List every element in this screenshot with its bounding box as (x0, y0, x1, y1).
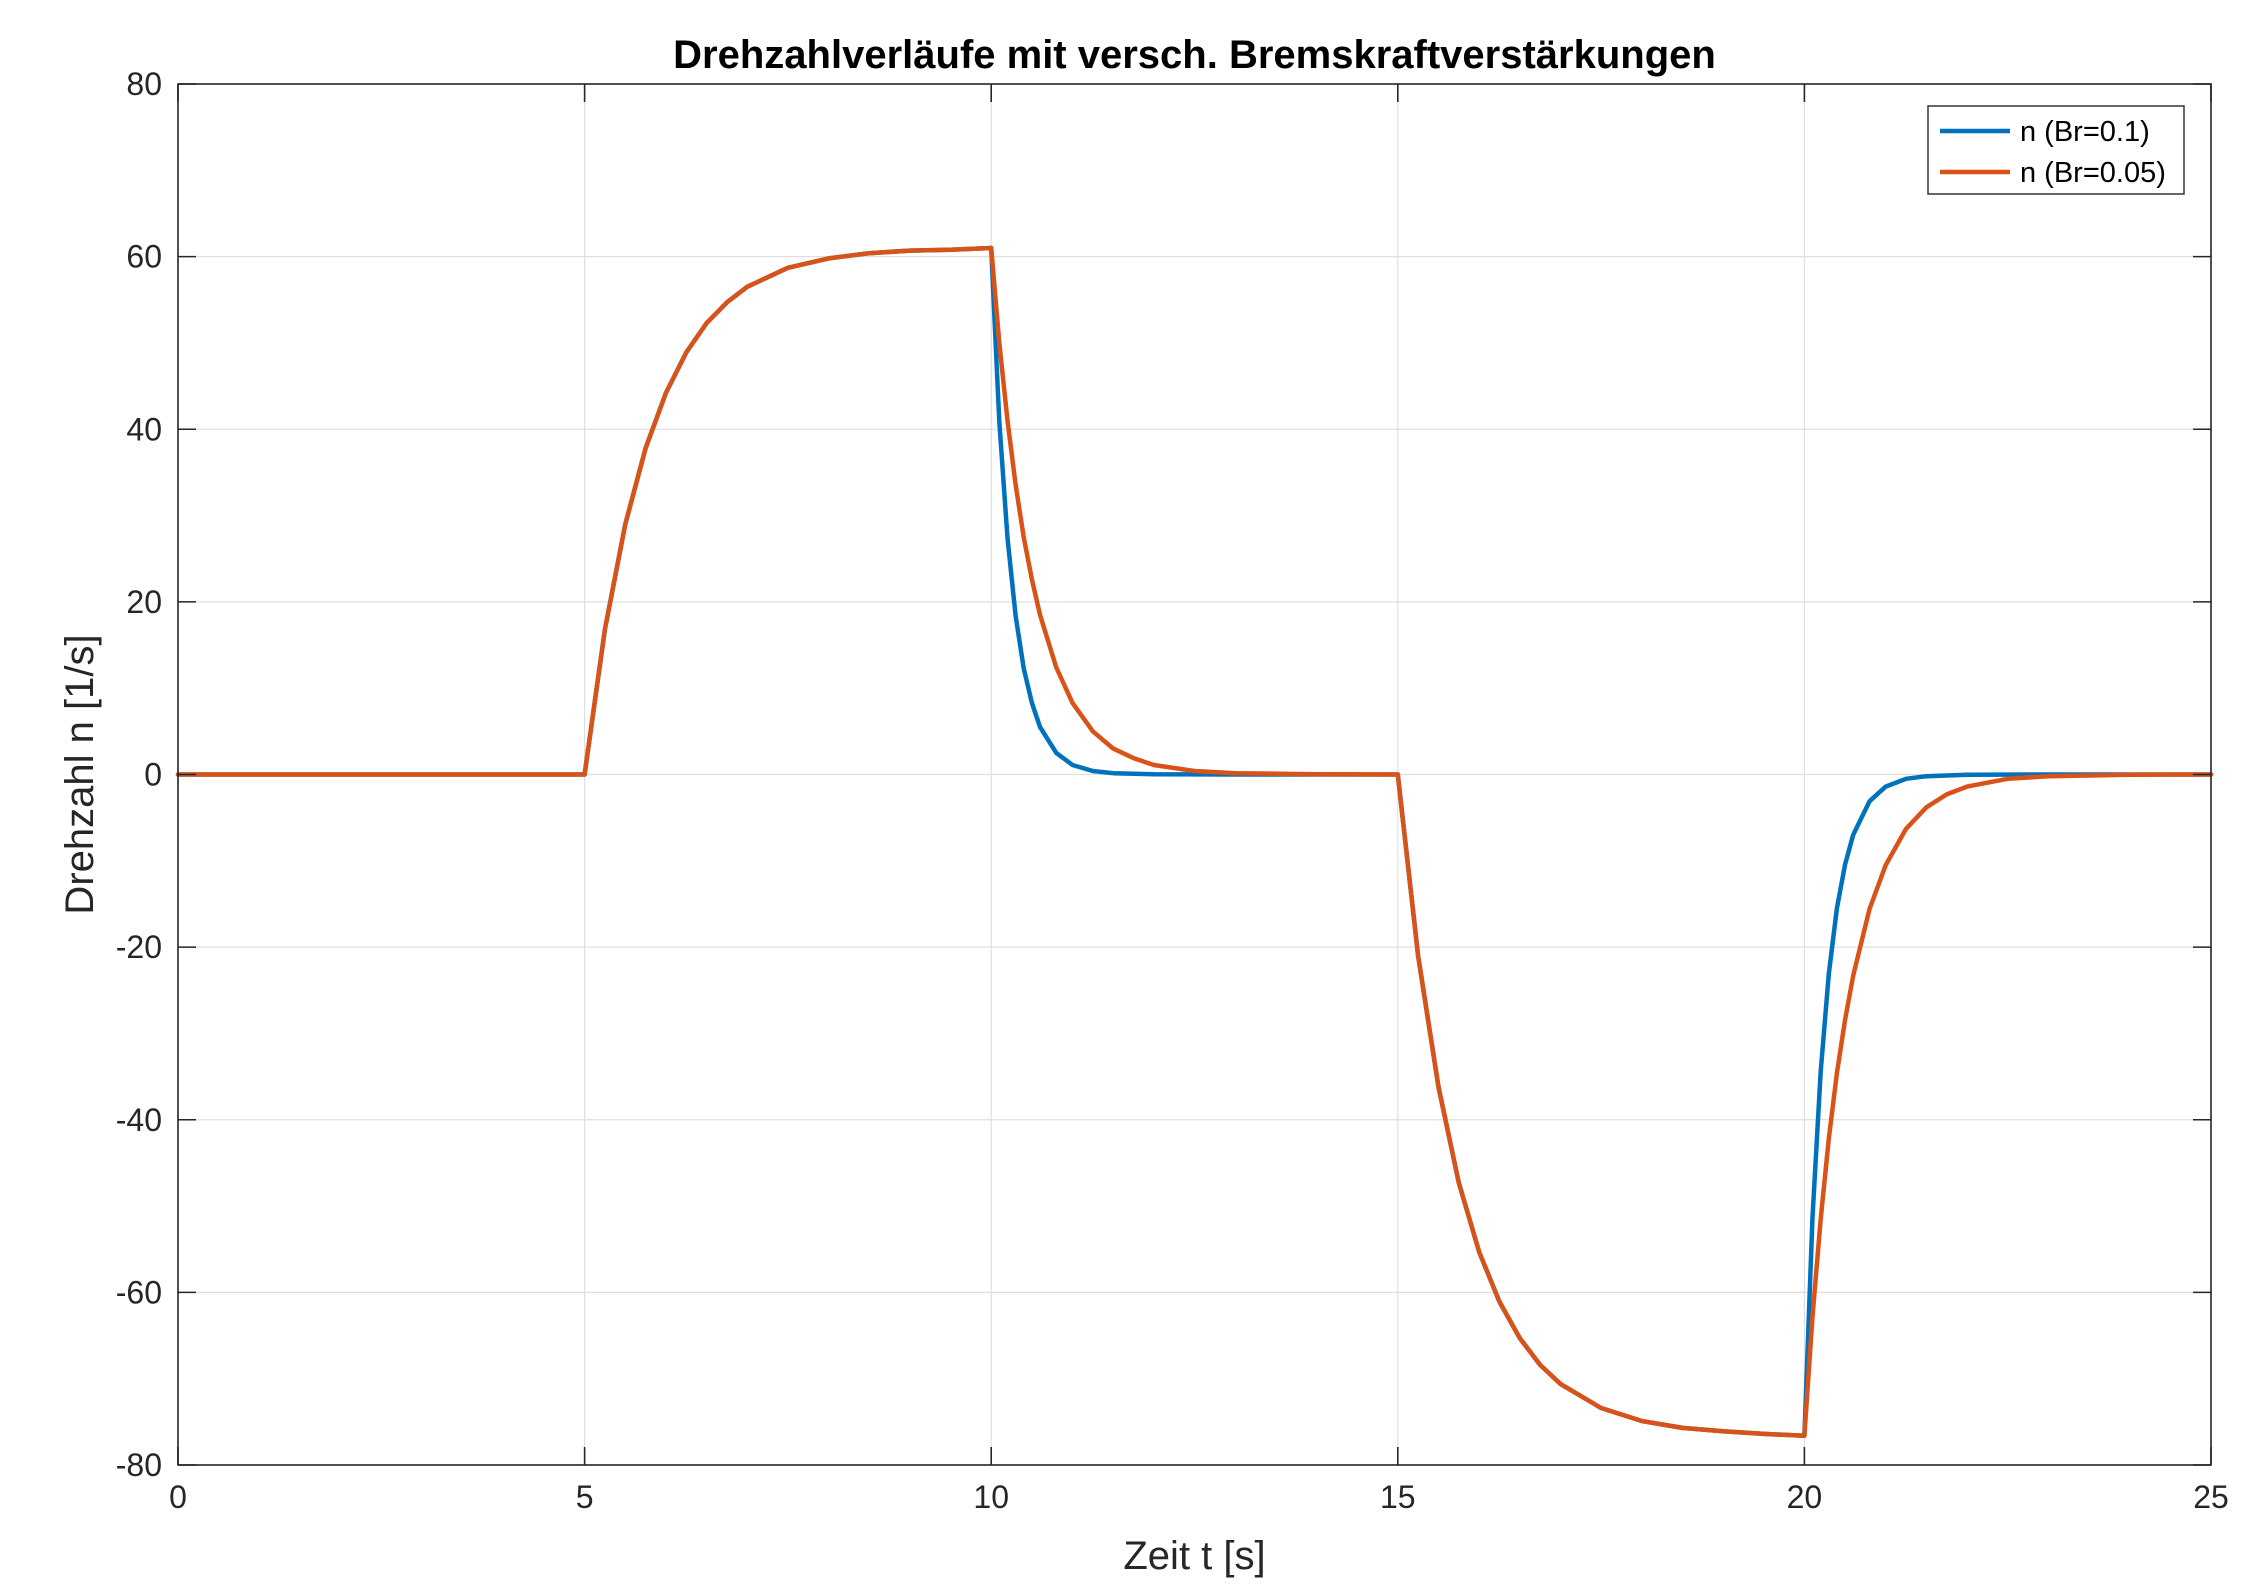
y-tick-label: 20 (126, 584, 162, 620)
legend-box (1927, 105, 2185, 195)
x-tick-label: 20 (1787, 1479, 1823, 1515)
y-tick-label: 40 (126, 411, 162, 447)
series-line-1 (175, 245, 2214, 1438)
x-tick-label: 10 (973, 1479, 1009, 1515)
chart-title: Drehzahlverläufe mit versch. Bremskraftv… (673, 33, 1716, 77)
y-tick-label: -40 (116, 1102, 162, 1138)
y-tick-label: -60 (116, 1274, 162, 1310)
y-tick-label: 60 (126, 239, 162, 275)
legend: n (Br=0.1) n (Br=0.05) (1927, 105, 2185, 195)
axis-ticks: 0 5 10 15 20 25 -80 -60 -40 -20 0 20 40 60 80 (116, 66, 2229, 1515)
x-tick-label: 15 (1380, 1479, 1416, 1515)
series-lines (175, 245, 2214, 1438)
x-tick-label: 25 (2193, 1479, 2229, 1515)
y-tick-label: -20 (116, 929, 162, 965)
y-tick-label: 0 (144, 757, 162, 793)
legend-label-br-0-05: n (Br=0.05) (2020, 157, 2166, 189)
x-tick-label: 5 (576, 1479, 594, 1515)
x-tick-label: 0 (169, 1479, 187, 1515)
y-tick-label: -80 (116, 1447, 162, 1483)
legend-label-br-0-1: n (Br=0.1) (2020, 116, 2150, 148)
x-axis-label: Zeit t [s] (1123, 1534, 1265, 1578)
y-tick-label: 80 (126, 66, 162, 102)
y-axis-label: Drehzahl n [1/s] (58, 634, 102, 914)
